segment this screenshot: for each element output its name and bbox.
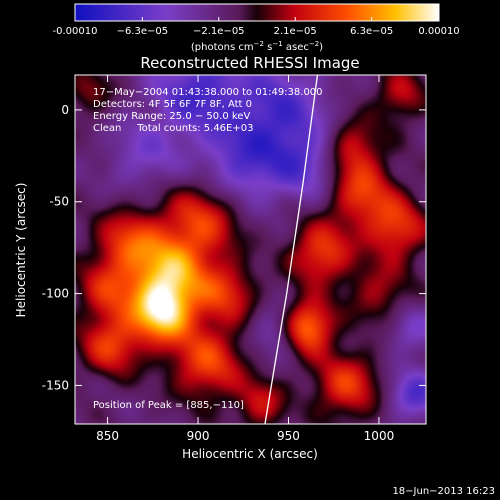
colorbar-tick-label: −6.3e−05 xyxy=(117,26,169,37)
y-tick-label: -150 xyxy=(42,378,69,392)
x-tick-label: 850 xyxy=(96,429,119,443)
colorbar-tick-label: -0.00010 xyxy=(53,26,98,37)
x-tick-label: 900 xyxy=(187,429,210,443)
colorbar-unit-label: (photons cm−2 s−1 asec−2) xyxy=(191,40,323,53)
annotation-peak-position: Position of Peak = [885,−110] xyxy=(93,400,244,411)
x-axis-label: Heliocentric X (arcsec) xyxy=(182,447,318,461)
x-tick-label: 950 xyxy=(277,429,300,443)
annotation-detectors: Detectors: 4F 5F 6F 7F 8F, Att 0 xyxy=(93,99,252,110)
footer-timestamp: 18−Jun−2013 16:23 xyxy=(392,486,495,497)
annotation-time-range: 17−May−2004 01:43:38.000 to 01:49:38.000 xyxy=(93,87,323,98)
y-tick-label: 0 xyxy=(61,103,69,117)
annotation-energy-range: Energy Range: 25.0 − 50.0 keV xyxy=(93,111,250,122)
y-tick-label: -50 xyxy=(49,195,69,209)
y-axis-label: Heliocentric Y (arcsec) xyxy=(14,183,28,318)
colorbar-tick-label: −2.1e−05 xyxy=(193,26,245,37)
annotation-clean-counts: Clean Total counts: 5.46E+03 xyxy=(93,123,253,134)
x-tick-label: 1000 xyxy=(364,429,395,443)
colorbar: -0.00010 −6.3e−05 −2.1e−05 2.1e−05 6.3e−05 0.… xyxy=(53,3,460,53)
chart-title: Reconstructed RHESSI Image xyxy=(140,54,359,72)
plot-frame xyxy=(74,74,427,425)
colorbar-ticks: -0.00010 −6.3e−05 −2.1e−05 2.1e−05 6.3e−05 0.… xyxy=(53,17,460,37)
annotations: 17−May−2004 01:43:38.000 to 01:49:38.000… xyxy=(93,87,323,411)
heatmap-image xyxy=(75,75,426,424)
axis-ticks: 850 900 950 1000 0 -50 -100 -150 xyxy=(42,75,426,443)
colorbar-tick-label: 0.00010 xyxy=(418,26,459,37)
y-tick-label: -100 xyxy=(42,287,69,301)
colorbar-gradient xyxy=(74,3,440,22)
colorbar-tick-label: 6.3e−05 xyxy=(350,26,393,37)
solar-limb-line xyxy=(264,75,319,424)
colorbar-tick-label: 2.1e−05 xyxy=(274,26,317,37)
plot-area: 850 900 950 1000 0 -50 -100 -150 xyxy=(42,74,427,443)
